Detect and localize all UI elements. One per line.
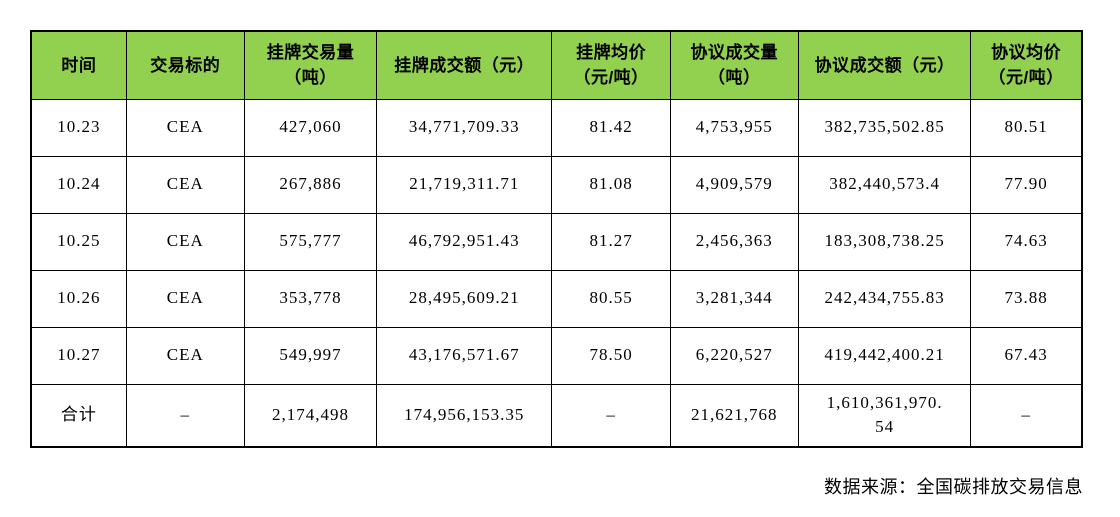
table-row: 10.27 CEA 549,997 43,176,571.67 78.50 6,220,5…: [30, 326, 1083, 385]
table-cell: 43,176,571.67: [376, 326, 553, 385]
column-header-trading-target: 交易标的: [125, 30, 245, 100]
table-cell: 183,308,738.25: [797, 212, 972, 271]
table-cell: 174,956,153.35: [376, 383, 553, 448]
column-header-block-avg-price: 协议均价 （元/吨）: [970, 30, 1083, 100]
column-header-time: 时间: [30, 30, 127, 100]
column-header-listed-volume: 挂牌交易量 （吨）: [243, 30, 378, 100]
table-cell: 382,440,573.4: [797, 155, 972, 214]
header-row: 时间 交易标的 挂牌交易量 （吨） 挂牌成交额（元） 挂牌均价 （元/吨） 协议成交量 （吨）协…: [30, 30, 1083, 100]
carbon-trading-table: 时间 交易标的 挂牌交易量 （吨） 挂牌成交额（元） 挂牌均价 （元/吨） 协议成交量 （吨）协…: [30, 30, 1083, 448]
table-row: 10.26 CEA 353,778 28,495,609.21 80.55 3,281,3…: [30, 269, 1083, 328]
table-row: 10.24 CEA 267,886 21,719,311.71 81.08 4,909,5…: [30, 155, 1083, 214]
table-cell: 3,281,344: [669, 269, 799, 328]
table-cell: 10.27: [30, 326, 127, 385]
table-cell: 1,610,361,970.54: [797, 383, 972, 448]
table-cell: –: [551, 383, 671, 448]
table-cell: 81.27: [551, 212, 671, 271]
table-cell: 10.25: [30, 212, 127, 271]
table-cell: 合计: [30, 383, 127, 448]
table-cell: 34,771,709.33: [376, 98, 553, 157]
table-cell: CEA: [125, 212, 245, 271]
table-cell: 267,886: [243, 155, 378, 214]
table-cell: 4,753,955: [669, 98, 799, 157]
table-row: 合计 –2,174,498 174,956,153.35–21,621,768 1,6…: [30, 383, 1083, 448]
column-header-block-volume: 协议成交量 （吨）: [669, 30, 799, 100]
table-cell: 74.63: [970, 212, 1083, 271]
table-cell: 575,777: [243, 212, 378, 271]
table-cell: 81.42: [551, 98, 671, 157]
table-cell: –: [970, 383, 1083, 448]
table-cell: 21,719,311.71: [376, 155, 553, 214]
table-cell: 80.55: [551, 269, 671, 328]
table-cell: 80.51: [970, 98, 1083, 157]
table-cell: CEA: [125, 269, 245, 328]
table-cell: 382,735,502.85: [797, 98, 972, 157]
table-cell: 78.50: [551, 326, 671, 385]
table-cell: CEA: [125, 326, 245, 385]
data-source-note: 数据来源：全国碳排放交易信息: [824, 477, 1083, 497]
table-cell: 427,060: [243, 98, 378, 157]
table-header: 时间 交易标的 挂牌交易量 （吨） 挂牌成交额（元） 挂牌均价 （元/吨） 协议成交量 （吨）协…: [30, 30, 1083, 100]
table-cell: 10.24: [30, 155, 127, 214]
table-cell: 10.23: [30, 98, 127, 157]
table-cell: 28,495,609.21: [376, 269, 553, 328]
table-cell: 81.08: [551, 155, 671, 214]
table-cell: 2,174,498: [243, 383, 378, 448]
table-cell: 21,621,768: [669, 383, 799, 448]
table-cell: 73.88: [970, 269, 1083, 328]
table-row: 10.25 CEA 575,777 46,792,951.43 81.27 2,456,3…: [30, 212, 1083, 271]
table-cell: 77.90: [970, 155, 1083, 214]
table-cell: CEA: [125, 155, 245, 214]
table-row: 10.23 CEA 427,060 34,771,709.33 81.42 4,753,9…: [30, 98, 1083, 157]
column-header-listed-turnover: 挂牌成交额（元）: [376, 30, 553, 100]
table-cell: 46,792,951.43: [376, 212, 553, 271]
table-cell: 353,778: [243, 269, 378, 328]
table-cell: CEA: [125, 98, 245, 157]
table-cell: 67.43: [970, 326, 1083, 385]
table-cell: 549,997: [243, 326, 378, 385]
table-cell: 419,442,400.21: [797, 326, 972, 385]
table-cell: 4,909,579: [669, 155, 799, 214]
table-cell: 242,434,755.83: [797, 269, 972, 328]
column-header-listed-avg-price: 挂牌均价 （元/吨）: [551, 30, 671, 100]
column-header-block-turnover: 协议成交额（元）: [797, 30, 972, 100]
table-body: 10.23 CEA 427,060 34,771,709.33 81.42 4,753,9…: [30, 98, 1083, 448]
table-cell: 10.26: [30, 269, 127, 328]
table-cell: 2,456,363: [669, 212, 799, 271]
table-cell: 6,220,527: [669, 326, 799, 385]
table-cell: –: [125, 383, 245, 448]
